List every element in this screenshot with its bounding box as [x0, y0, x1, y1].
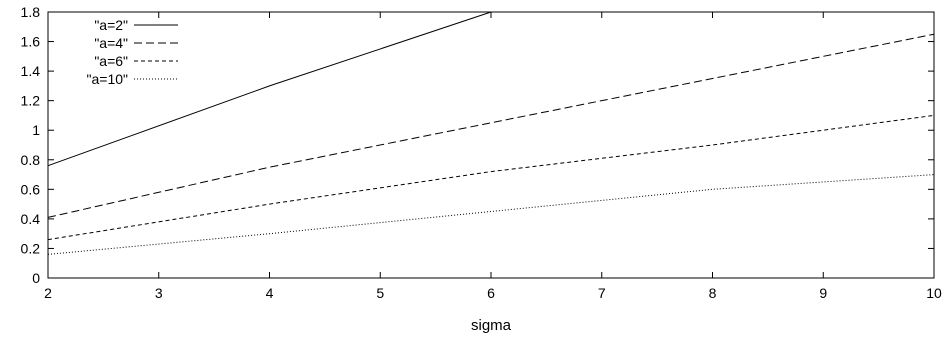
y-tick-label: 0.2 [21, 240, 41, 256]
x-axis-label: sigma [471, 317, 512, 334]
y-tick-label: 0 [32, 270, 40, 286]
legend-label: "a=4" [94, 35, 128, 51]
y-tick-label: 0.8 [21, 152, 41, 168]
y-tick-label: 1.2 [21, 93, 41, 109]
x-tick-label: 7 [598, 285, 606, 301]
x-tick-label: 5 [376, 285, 384, 301]
x-axis-ticks: 2 3 4 5 6 7 8 9 10 [44, 12, 942, 301]
x-tick-label: 4 [266, 285, 274, 301]
y-tick-label: 1.6 [21, 34, 41, 50]
x-tick-label: 2 [44, 285, 52, 301]
series-line [47, 11, 492, 167]
legend-label: "a=10" [87, 71, 129, 87]
y-tick-label: 1.4 [21, 63, 41, 79]
y-tick-label: 1 [32, 122, 40, 138]
x-tick-label: 10 [926, 285, 942, 301]
legend: "a=2" "a=4" "a=6" "a=10" [87, 17, 178, 87]
y-tick-label: 0.4 [21, 211, 41, 227]
legend-label: "a=6" [94, 53, 128, 69]
y-axis-ticks: 0 0.2 0.4 0.6 0.8 1 1.2 1.4 1.6 1.8 [21, 4, 934, 286]
series-layer [47, 11, 935, 255]
x-tick-label: 8 [709, 285, 717, 301]
x-tick-label: 3 [155, 285, 163, 301]
x-tick-label: 6 [487, 285, 495, 301]
x-tick-label: 9 [819, 285, 827, 301]
legend-label: "a=2" [94, 17, 128, 33]
y-tick-label: 0.6 [21, 181, 41, 197]
series-line [47, 174, 935, 255]
y-tick-label: 1.8 [21, 4, 41, 20]
series-line [47, 33, 935, 218]
plot-frame [47, 11, 935, 279]
series-line [47, 114, 935, 241]
